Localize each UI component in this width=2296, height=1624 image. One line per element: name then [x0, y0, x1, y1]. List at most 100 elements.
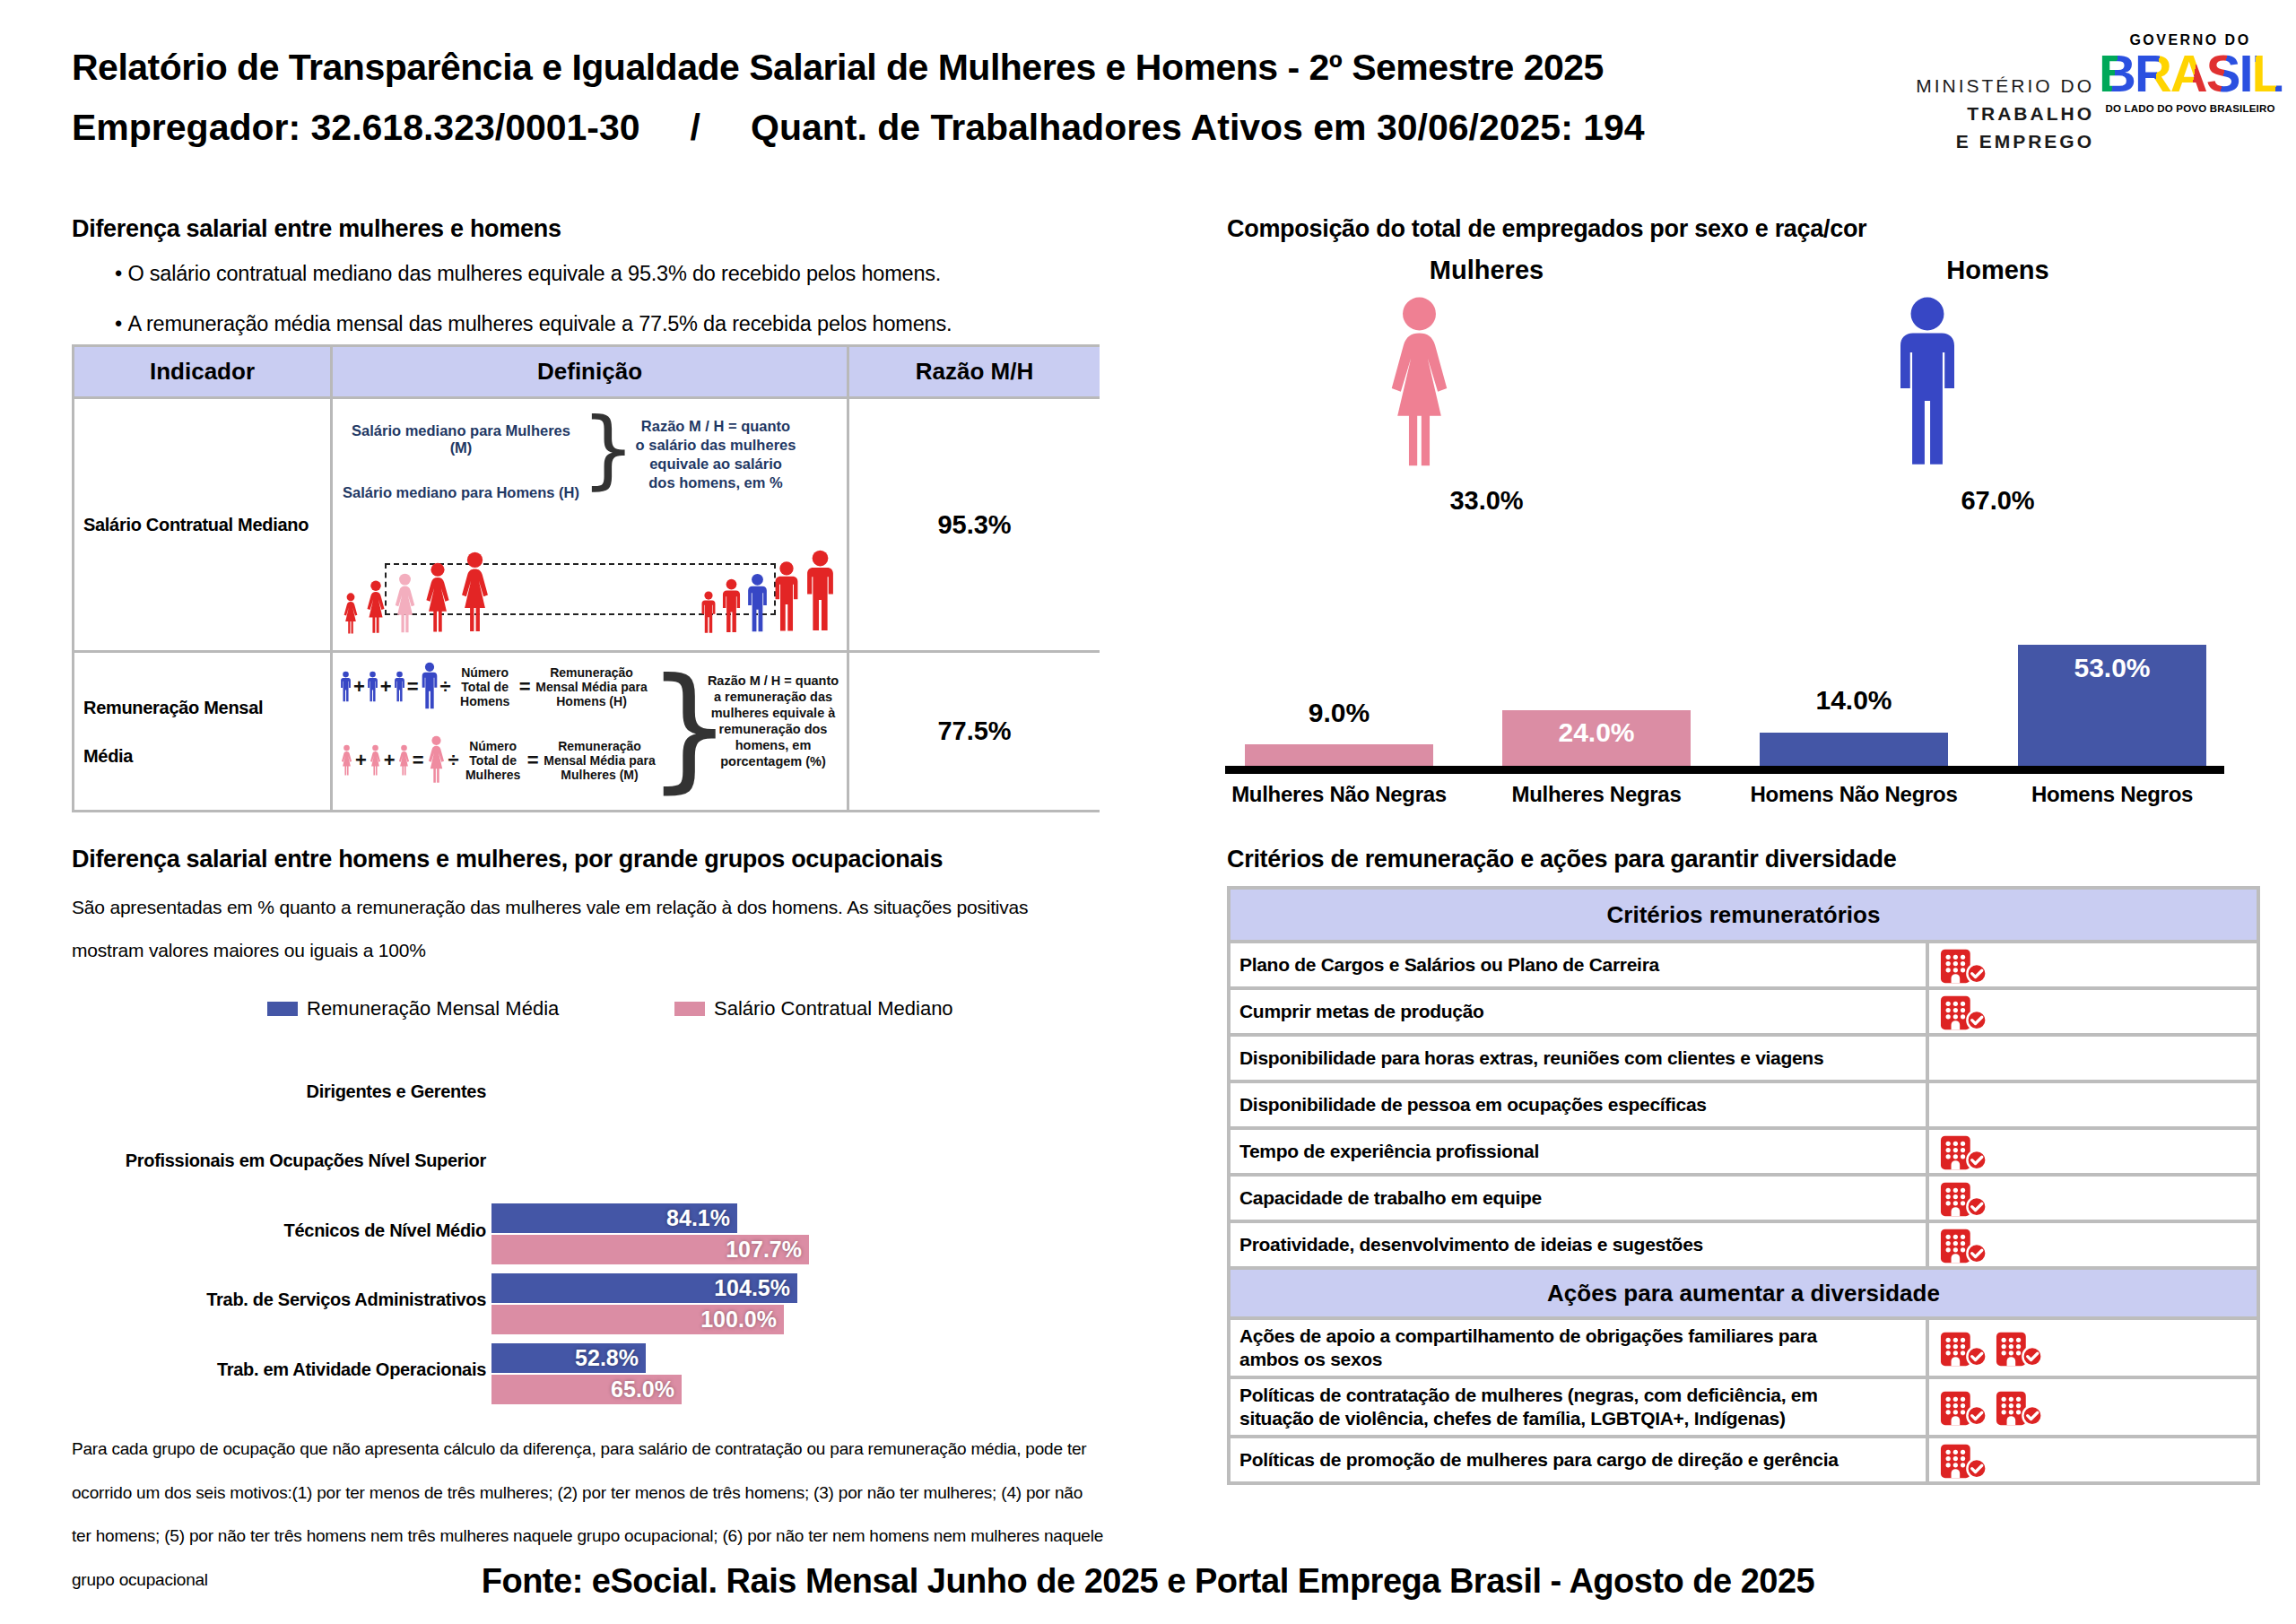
row1-ratio-explanation: Razão M / H = quanto o salário das mulhe…: [635, 417, 796, 492]
bar-category-label: Homens Negros: [1986, 782, 2239, 807]
company-check-icon: [1940, 1327, 1988, 1368]
man-icon: [421, 662, 439, 712]
criteria-label: Políticas de promoção de mulheres para c…: [1231, 1438, 1926, 1481]
bar-value-label: 84.1%: [666, 1205, 730, 1231]
criteria-label: Cumprir metas de produção: [1231, 990, 1926, 1033]
occupation-category: Profissionais em Ocupações Nível Superio…: [72, 1151, 486, 1171]
criteria-icons: [1926, 1177, 2257, 1220]
bar-operacionais-pink: 65.0%: [491, 1375, 682, 1404]
brace-icon: }: [581, 399, 635, 498]
criteria-row: Proatividade, desenvolvimento de ideias …: [1231, 1220, 2257, 1266]
legend-swatch-pink: [674, 1002, 705, 1016]
criteria-row: Cumprir metas de produção: [1231, 986, 2257, 1033]
women-figures-row: [342, 551, 492, 636]
report-page: Relatório de Transparência e Igualdade S…: [0, 0, 2296, 1624]
legend-label: Remuneração Mensal Média: [307, 997, 559, 1020]
equals-operator: =: [519, 675, 531, 699]
woman-icon: [340, 744, 353, 777]
criteria-row: Plano de Cargos e Salários ou Plano de C…: [1231, 940, 2257, 986]
bar-servicos-blue: 104.5%: [491, 1273, 797, 1303]
equals-operator: =: [527, 749, 539, 772]
criteria-label: Tempo de experiência profissional: [1231, 1130, 1926, 1173]
criteria-heading: Critérios de remuneração e ações para ga…: [1227, 846, 1896, 873]
bar-category-label: Homens Não Negros: [1727, 782, 1980, 807]
man-icon: [700, 591, 717, 636]
chart-baseline: [1225, 766, 2224, 774]
woman-median-icon: [392, 573, 418, 636]
company-check-icon: [1996, 1386, 2044, 1428]
criteria-row: Políticas de contratação de mulheres (ne…: [1231, 1376, 2257, 1435]
bar-value-label: 52.8%: [575, 1345, 639, 1371]
man-icon: [721, 578, 742, 636]
criteria-icons: [1926, 943, 2257, 986]
bullet-dot: •: [115, 262, 122, 285]
plus-operator: +: [380, 675, 392, 699]
man-icon-large: [1892, 296, 1962, 475]
legend-label: Salário Contratual Mediano: [714, 997, 953, 1020]
bullet-dot: •: [115, 312, 122, 335]
criteria-icons: [1926, 1037, 2257, 1080]
criteria-row: Ações de apoio a compartilhamento de obr…: [1231, 1316, 2257, 1376]
footnote-line: ocorrido um dos seis motivos:(1) por ter…: [72, 1472, 1103, 1515]
row2-ratio-value: 77.5%: [849, 653, 1100, 810]
company-check-icon: [1940, 1224, 1988, 1265]
woman-icon: [369, 744, 382, 777]
woman-icon: [342, 593, 360, 636]
criteria-row: Políticas de promoção de mulheres para c…: [1231, 1435, 2257, 1481]
equals-operator: =: [407, 675, 419, 699]
men-result-label: Remuneração Mensal Média para Homens (H): [533, 665, 651, 708]
men-percentage: 67.0%: [1892, 486, 2103, 516]
company-check-icon: [1940, 1386, 1988, 1428]
criteria-label: Plano de Cargos e Salários ou Plano de C…: [1231, 943, 1926, 986]
footnote-line: ter homens; (5) por não ter três homens …: [72, 1515, 1103, 1559]
man-median-icon: [746, 573, 769, 636]
company-check-icon: [1996, 1327, 2044, 1368]
bar-value-label: 53.0%: [1987, 653, 2238, 683]
bar-category-label: Mulheres Não Negras: [1213, 782, 1465, 807]
man-icon: [394, 671, 405, 704]
bar-value-label: 65.0%: [611, 1376, 674, 1403]
men-divisor-label: Número Total de Homens: [453, 665, 517, 708]
criteria-row: Disponibilidade para horas extras, reuni…: [1231, 1033, 2257, 1080]
employer-id: Empregador: 32.618.323/0001-30: [72, 107, 640, 149]
bullet-text-2: A remuneração média mensal das mulheres …: [127, 312, 952, 335]
company-check-icon: [1940, 1131, 1988, 1172]
bullet-text-1: O salário contratual mediano das mulhere…: [127, 262, 941, 285]
divide-operator: ÷: [440, 675, 451, 699]
company-check-icon: [1940, 1177, 1988, 1219]
governo-do-brasil-logo: GOVERNO DO BRASIL DO LADO DO POVO BRASIL…: [2090, 32, 2291, 114]
row2-indicator: Remuneração Mensal Média: [74, 653, 330, 810]
company-check-icon: [1940, 1439, 1988, 1481]
man-icon: [804, 550, 836, 636]
median-women-line: Salário mediano para Mulheres (M): [342, 422, 580, 456]
bar-servicos-pink: 100.0%: [491, 1305, 784, 1334]
bar-value-label: 100.0%: [700, 1307, 777, 1333]
women-percentage: 33.0%: [1381, 486, 1592, 516]
row2-definition-diagram: + + = ÷ Número Total de Homens = Remuner…: [333, 653, 847, 810]
source-footer: Fonte: eSocial. Rais Mensal Junho de 202…: [0, 1562, 2296, 1601]
ministry-logo: MINISTÉRIO DO TRABALHO E EMPREGO: [1780, 72, 2094, 155]
men-formula-row: + + = ÷ Número Total de Homens = Remuner…: [340, 662, 651, 712]
women-divisor-label: Número Total de Mulheres: [461, 739, 526, 782]
legend-salario: Salário Contratual Mediano: [674, 997, 953, 1020]
median-men-line: Salário mediano para Homens (H): [342, 484, 580, 501]
salary-diff-heading: Diferença salarial entre mulheres e home…: [72, 215, 561, 243]
man-icon: [340, 671, 352, 704]
criteria-icons: [1926, 1320, 2257, 1376]
occupation-desc-1: São apresentadas em % quanto a remuneraç…: [72, 897, 1028, 918]
legend-swatch-blue: [267, 1002, 298, 1016]
bar-value-label: 9.0%: [1213, 698, 1465, 728]
bar-mulheres-nao-negras: [1245, 744, 1433, 766]
criteria-row: Tempo de experiência profissional: [1231, 1126, 2257, 1173]
occupation-category: Trab. de Serviços Administrativos: [72, 1290, 486, 1310]
plus-operator: +: [355, 749, 367, 772]
woman-icon: [422, 562, 453, 636]
criteria-label: Capacidade de trabalho em equipe: [1231, 1177, 1926, 1220]
criteria-section-1: Critérios remuneratórios: [1231, 890, 2257, 940]
indicator-table: Indicador Definição Razão M/H Salário Co…: [72, 344, 1100, 812]
criteria-row: Capacidade de trabalho em equipe: [1231, 1173, 2257, 1220]
criteria-icons: [1926, 1379, 2257, 1435]
bar-tecnicos-blue: 84.1%: [491, 1203, 737, 1233]
criteria-icons: [1926, 1083, 2257, 1126]
criteria-row: Disponibilidade de pessoa em ocupações e…: [1231, 1080, 2257, 1126]
